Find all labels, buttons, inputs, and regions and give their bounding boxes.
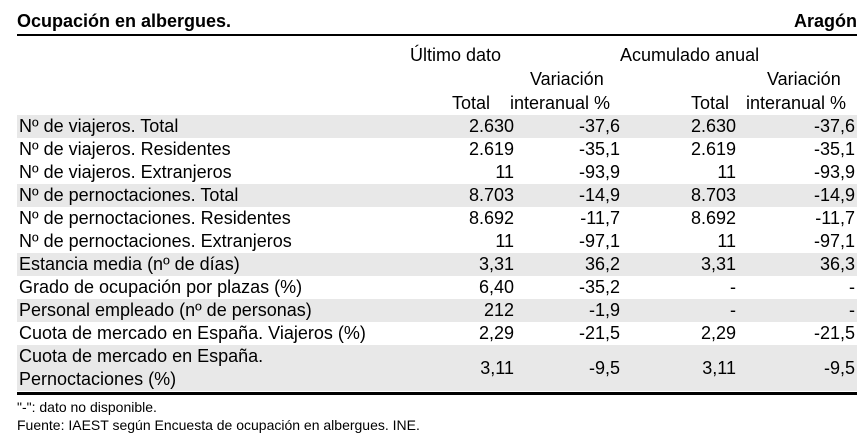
row-label: Nº de pernoctaciones. Residentes [19, 208, 291, 228]
table-title: Ocupación en albergues. [17, 11, 232, 31]
row-label: Nº de pernoctaciones. Total [19, 185, 239, 205]
header-ultimo-dato: Último dato [410, 45, 502, 65]
header-variation-2-line2: interanual % [746, 93, 847, 113]
cell-c1: 2.619 [468, 139, 514, 159]
cell-c4: -93,9 [813, 162, 855, 182]
table-row: Cuota de mercado en España. Pernoctacion… [17, 345, 857, 391]
table-row: Estancia media (nº de días) 3,31 36,2 3,31 3… [17, 253, 857, 276]
cell-c2: -97,1 [578, 231, 620, 251]
cell-c2: -9,5 [588, 358, 620, 378]
region-label: Aragón [794, 11, 857, 31]
cell-c2: -35,1 [578, 139, 620, 159]
cell-c2: -11,7 [580, 208, 620, 228]
row-label: Cuota de mercado en España. Viajeros (%) [19, 323, 366, 343]
table-row: Personal empleado (nº de personas) 212 -1,… [17, 299, 857, 322]
cell-c4: -9,5 [823, 358, 855, 378]
cell-c1: 2,29 [478, 323, 514, 343]
cell-c4: -37,6 [813, 116, 855, 136]
table-bottom-rule [17, 392, 857, 395]
table-row: Nº de pernoctaciones. Extranjeros 11 -97,1… [17, 230, 857, 253]
cell-c3: 11 [717, 231, 736, 251]
cell-c1: 2.630 [468, 116, 514, 136]
cell-c3: 2.619 [690, 139, 736, 159]
table-row: Grado de ocupación por plazas (%) 6,40 -35… [17, 276, 857, 299]
cell-c2: -37,6 [578, 116, 620, 136]
header-variation-1-line1: Variación [530, 69, 604, 89]
cell-c3: 11 [717, 162, 736, 182]
cell-c4: -97,1 [813, 231, 855, 251]
cell-c3: - [730, 300, 736, 320]
cell-c3: 2.630 [690, 116, 736, 136]
table-row: Cuota de mercado en España. Viajeros (%)… [17, 322, 857, 345]
cell-c3: - [730, 277, 736, 297]
row-label: Nº de viajeros. Total [19, 116, 179, 136]
cell-c3: 2,29 [700, 323, 736, 343]
title-bar: Ocupación en albergues. Aragón [17, 8, 857, 36]
row-label: Personal empleado (nº de personas) [19, 300, 312, 320]
header-acumulado-anual: Acumulado anual [620, 45, 760, 65]
cell-c1: 8.703 [468, 185, 514, 205]
header-variation-2-line1: Variación [767, 69, 841, 89]
cell-c4: - [849, 277, 855, 297]
cell-c4: -21,5 [813, 323, 855, 343]
table-row: Nº de viajeros. Residentes 2.619 -35,1 2.61… [17, 138, 857, 161]
row-label: Cuota de mercado en España. Pernoctacion… [19, 346, 264, 389]
row-label: Estancia media (nº de días) [19, 254, 240, 274]
cell-c1: 11 [495, 162, 514, 182]
cell-c1: 3,11 [480, 358, 514, 378]
cell-c4: -35,1 [813, 139, 855, 159]
source-note: Fuente: IAEST según Encuesta de ocupació… [17, 417, 420, 433]
row-label: Grado de ocupación por plazas (%) [19, 277, 303, 297]
cell-c1: 8.692 [468, 208, 514, 228]
row-label: Nº de viajeros. Extranjeros [19, 162, 232, 182]
header-total-1: Total [452, 93, 491, 113]
cell-c3: 8.703 [690, 185, 736, 205]
table-row: Nº de viajeros. Extranjeros 11 -93,9 11 -93,… [17, 161, 857, 184]
cell-c1: 3,31 [478, 254, 514, 274]
cell-c4: -14,9 [813, 185, 855, 205]
cell-c2: -35,2 [578, 277, 620, 297]
cell-c2: -21,5 [578, 323, 620, 343]
cell-c2: -14,9 [578, 185, 620, 205]
cell-c1: 11 [495, 231, 514, 251]
cell-c1: 6,40 [478, 277, 514, 297]
cell-c4: -11,7 [815, 208, 855, 228]
cell-c4: - [849, 300, 855, 320]
cell-c3: 8.692 [690, 208, 736, 228]
cell-c1: 212 [483, 300, 514, 320]
footnotes: "-": dato no disponible. Fuente: IAEST s… [17, 398, 420, 434]
row-label: Nº de pernoctaciones. Extranjeros [19, 231, 292, 251]
row-label: Nº de viajeros. Residentes [19, 139, 231, 159]
table-row: Nº de pernoctaciones. Total 8.703 -14,9 8.7… [17, 184, 857, 207]
note-unavailable: "-": dato no disponible. [17, 399, 157, 415]
header-variation-1-line2: interanual % [510, 93, 611, 113]
cell-c4: 36,3 [819, 254, 855, 274]
cell-c3: 3,11 [702, 358, 736, 378]
data-table: Nº de viajeros. Total 2.630 -37,6 2.630 -37,… [17, 115, 857, 391]
cell-c2: -1,9 [588, 300, 620, 320]
cell-c2: -93,9 [578, 162, 620, 182]
table-row: Nº de pernoctaciones. Residentes 8.692 -11… [17, 207, 857, 230]
cell-c3: 3,31 [700, 254, 736, 274]
table-row: Nº de viajeros. Total 2.630 -37,6 2.630 -37,… [17, 115, 857, 138]
header-total-2: Total [691, 93, 730, 113]
cell-c2: 36,2 [584, 254, 620, 274]
